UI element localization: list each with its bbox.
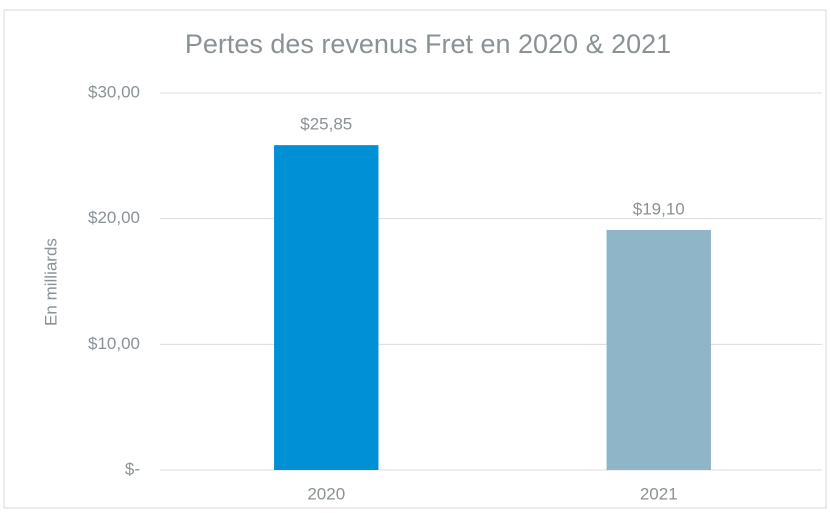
y-axis-label: En milliards <box>41 238 60 326</box>
y-tick-label: $20,00 <box>88 208 140 227</box>
x-tick-label: 2021 <box>640 484 678 503</box>
y-tick-label: $30,00 <box>88 82 140 101</box>
bar <box>606 229 711 470</box>
y-tick-label: $- <box>125 459 140 478</box>
value-label: $19,10 <box>633 199 685 218</box>
x-tick-label: 2020 <box>307 484 345 503</box>
bar <box>274 145 379 470</box>
chart-title: Pertes des revenus Fret en 2020 & 2021 <box>185 29 671 59</box>
y-tick-label: $10,00 <box>88 334 140 353</box>
value-label: $25,85 <box>300 115 352 134</box>
